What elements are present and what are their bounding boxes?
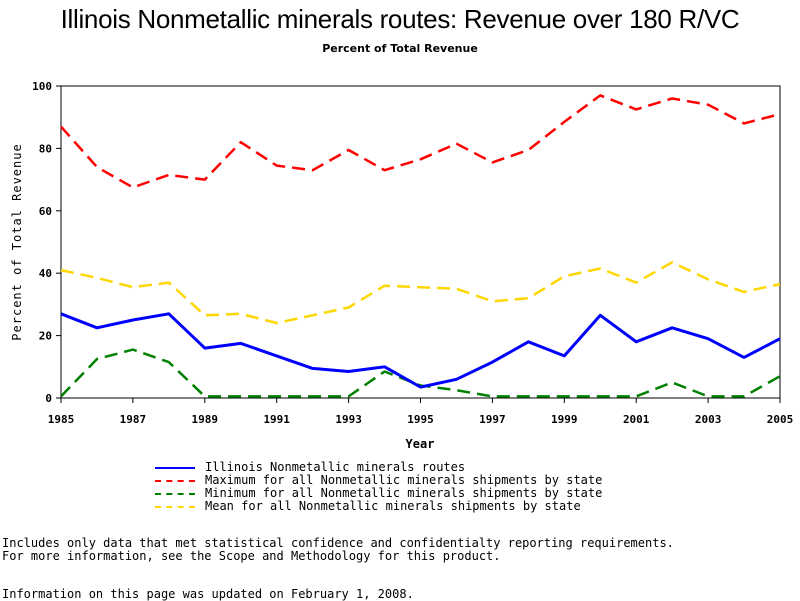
series-line-minimum [60,348,781,398]
footnote-updated: Information on this page was updated on … [2,587,414,601]
x-tick-label: 1987 [120,413,147,426]
x-tick-label: 1997 [479,413,506,426]
legend-swatch-illinois [155,467,195,469]
y-tick-label: 80 [39,142,52,155]
x-tick-label: 1989 [192,413,219,426]
series-line-illinois [60,312,781,389]
x-tick-label: 1991 [263,413,290,426]
x-tick-label: 1999 [551,413,578,426]
x-tick-label: 2001 [623,413,650,426]
x-tick-label: 1995 [407,413,434,426]
legend-label-minimum: Minimum for all Nonmetallic minerals shi… [205,486,603,500]
y-tick-label: 100 [32,80,52,93]
y-tick-label: 20 [39,330,52,343]
footnote-methodology: For more information, see the Scope and … [2,549,501,563]
y-axis-label: Percent of Total Revenue [10,143,24,340]
footnote-confidence: Includes only data that met statistical … [2,536,674,550]
x-tick-label: 2005 [767,413,794,426]
y-tick-label: 60 [39,205,52,218]
chart-axes: 1985 1987 1989 1991 1993 1995 1997 1999 2001 2003… [32,80,793,426]
legend-label-maximum: Maximum for all Nonmetallic minerals shi… [205,473,603,487]
x-tick-label: 2003 [695,413,722,426]
chart-title: Illinois Nonmetallic minerals routes: Re… [60,4,740,34]
plot-frame [60,85,781,399]
legend-swatch-maximum [155,480,195,482]
legend-label-illinois: Illinois Nonmetallic minerals routes [205,460,466,474]
y-tick-label: 40 [39,267,52,280]
chart-subtitle: Percent of Total Revenue [322,42,478,55]
x-tick-label: 1985 [48,413,75,426]
y-tick-label: 0 [45,392,52,405]
series-line-mean [60,261,781,325]
series-line-maximum [60,94,781,189]
chart-series [60,94,781,398]
legend-swatch-minimum [155,493,195,495]
x-tick-label: 1993 [335,413,362,426]
legend-label-mean: Mean for all Nonmetallic minerals shipme… [205,499,581,513]
legend-swatch-mean [155,506,195,508]
x-axis-label: Year [406,437,435,451]
